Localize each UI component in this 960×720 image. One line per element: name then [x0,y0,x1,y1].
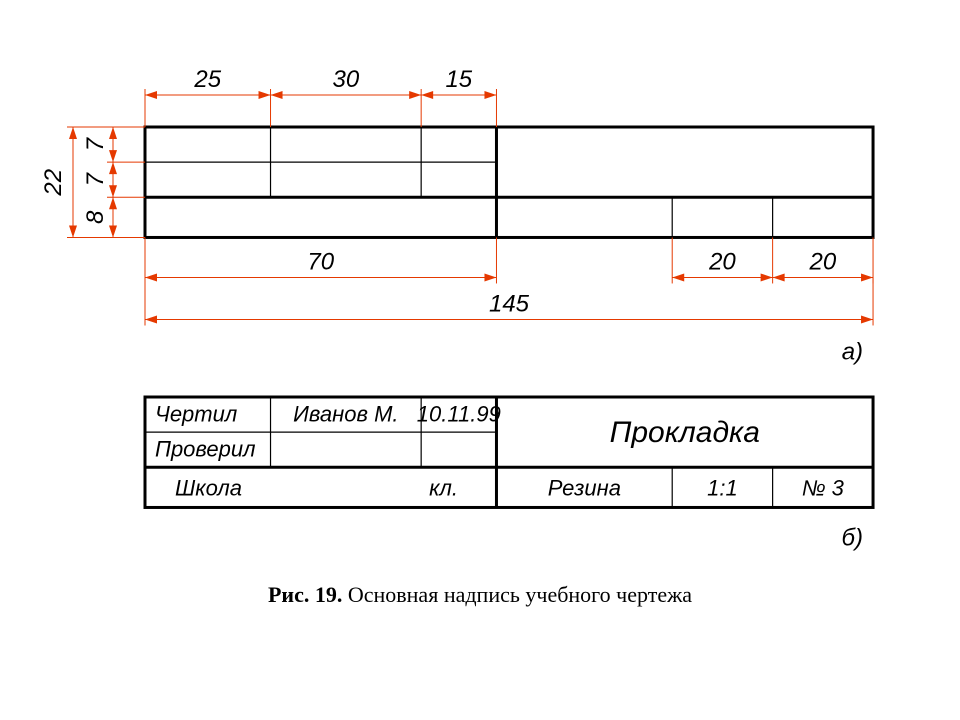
svg-text:22: 22 [40,169,67,197]
cell-checked-label: Проверил [155,437,256,462]
cell-scale: 1:1 [707,475,738,500]
cell-number: № 3 [802,475,845,500]
svg-text:20: 20 [808,248,836,275]
cell-date: 10.11.99 [417,402,501,427]
svg-text:15: 15 [445,66,472,93]
cell-drew-name: Иванов М. [293,402,398,427]
svg-text:70: 70 [307,248,334,275]
diagram-container: 25 30 15 70 20 20 145 7 7 8 22 а) Чертил Иванов М. 10.… [0,0,960,720]
svg-text:25: 25 [193,66,221,93]
svg-text:8: 8 [82,210,109,224]
cell-material: Резина [548,475,621,500]
cell-drew-label: Чертил [155,402,237,427]
cell-class: кл. [429,475,458,500]
svg-text:7: 7 [82,136,109,151]
diagram-svg: 25 30 15 70 20 20 145 7 7 8 22 а) Чертил Иванов М. 10.… [0,0,960,720]
svg-text:а): а) [842,338,863,365]
svg-text:7: 7 [82,171,109,186]
figure-caption: Рис. 19. Основная надпись учебного черте… [0,582,960,608]
cell-title: Прокладка [610,416,760,449]
svg-text:30: 30 [332,66,359,93]
svg-text:145: 145 [489,290,530,317]
svg-text:20: 20 [708,248,736,275]
svg-text:б): б) [842,524,864,551]
cell-school: Школа [175,475,242,500]
